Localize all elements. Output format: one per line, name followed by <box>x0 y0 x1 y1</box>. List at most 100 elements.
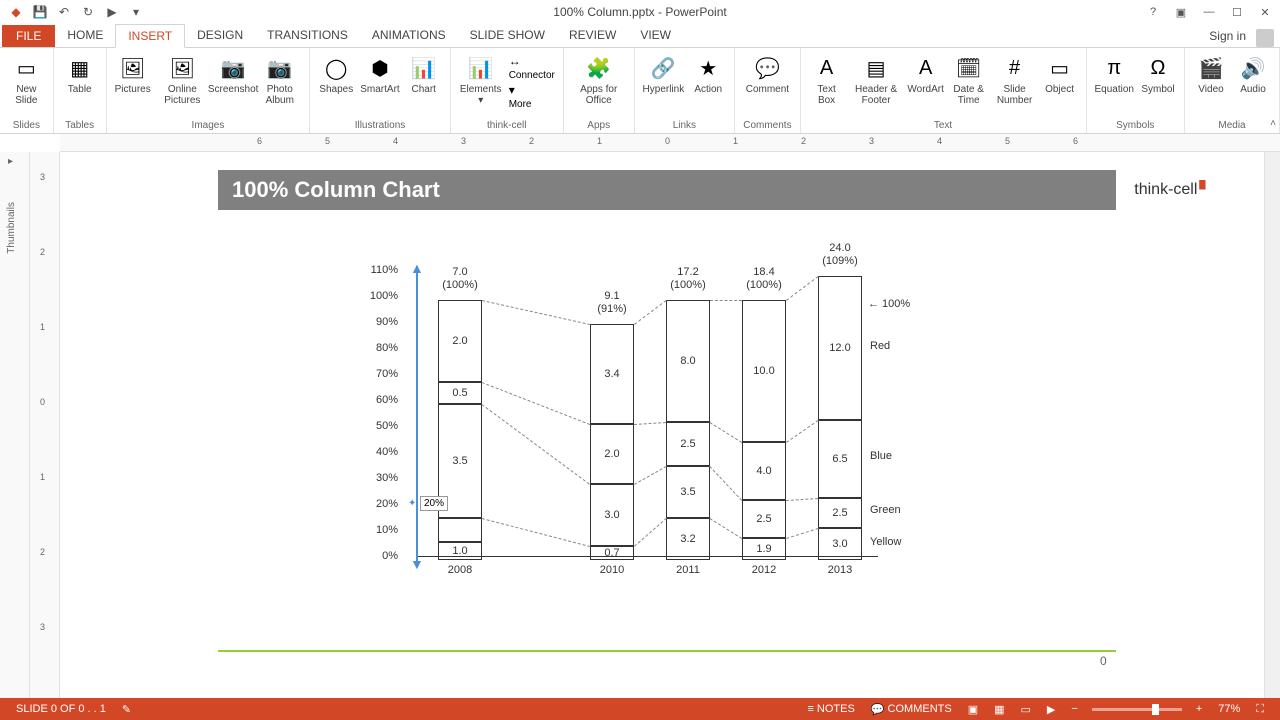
chart-segment[interactable]: 3.4 <box>590 324 634 424</box>
zoom-slider[interactable] <box>1092 708 1182 711</box>
shapes-button[interactable]: ◯Shapes <box>318 54 354 95</box>
save-icon[interactable]: 💾 <box>30 2 50 22</box>
chart-segment[interactable]: 12.0 <box>818 276 862 420</box>
symbol-button[interactable]: ΩSymbol <box>1140 54 1176 95</box>
screenshot-button[interactable]: 📷Screenshot <box>214 54 252 95</box>
close-icon[interactable]: ✕ <box>1254 3 1276 21</box>
chart-segment[interactable]: 6.5 <box>818 420 862 498</box>
axis-handle-line[interactable] <box>416 266 418 564</box>
chart-segment[interactable]: 4.0 <box>742 442 786 500</box>
slide[interactable]: 100% Column Chart think-cell▘ 110%100%90… <box>218 170 1116 660</box>
chart-segment[interactable]: 2.5 <box>818 498 862 528</box>
powerpoint-icon[interactable]: ◆ <box>6 2 26 22</box>
chart-connector-line <box>786 528 818 539</box>
help-icon[interactable]: ? <box>1142 3 1164 21</box>
chart[interactable]: 110%100%90%80%70%60%50%40%30%20%10%0%▲▼1… <box>358 270 1078 630</box>
slide-indicator[interactable]: SLIDE 0 OF 0 . . 1 <box>8 703 114 715</box>
tab-view[interactable]: VIEW <box>628 24 683 47</box>
axis-handle-top-icon[interactable]: ▲ <box>410 260 424 276</box>
chart-segment[interactable]: 3.0 <box>590 484 634 546</box>
ritem-label: Object <box>1045 84 1074 95</box>
text-box-icon: A <box>813 54 841 82</box>
zoom-level[interactable]: 77% <box>1210 703 1248 715</box>
slideshow-view-icon[interactable]: ▶ <box>1039 703 1063 716</box>
zoom-out-icon[interactable]: − <box>1063 703 1085 715</box>
pictures-button[interactable]: 🖼Pictures <box>115 54 151 95</box>
y-axis-tick-label: 100% <box>358 290 398 302</box>
reading-view-icon[interactable]: ▭ <box>1013 703 1039 716</box>
ribbon-group-label: Comments <box>743 120 791 133</box>
ribbon-group-label: Slides <box>13 120 40 133</box>
file-tab[interactable]: FILE <box>2 25 55 47</box>
online-pictures-button[interactable]: 🖼Online Pictures <box>157 54 208 106</box>
chart-connector-line <box>634 518 667 547</box>
chart-segment[interactable]: 0.7 <box>590 546 634 560</box>
chart-button[interactable]: 📊Chart <box>406 54 442 95</box>
elements-button[interactable]: 📊Elements ▾ <box>459 54 503 106</box>
wordart-button[interactable]: AWordArt <box>908 54 944 95</box>
tab-slide-show[interactable]: SLIDE SHOW <box>458 24 557 47</box>
window-controls: ? ▣ — ☐ ✕ <box>1142 3 1276 21</box>
chart-segment[interactable]: 10.0 <box>742 300 786 442</box>
equation-button[interactable]: πEquation <box>1095 54 1134 95</box>
comment-button[interactable]: 💬Comment <box>746 54 789 95</box>
more-button[interactable]: ▾More <box>509 83 555 110</box>
redo-icon[interactable]: ↻ <box>78 2 98 22</box>
ribbon-display-icon[interactable]: ▣ <box>1170 3 1192 21</box>
connector-button[interactable]: ↔Connector <box>509 54 555 81</box>
chart-segment[interactable] <box>438 518 482 542</box>
vertical-scrollbar[interactable] <box>1264 152 1280 698</box>
chart-segment[interactable]: 2.5 <box>666 422 710 466</box>
chart-segment[interactable]: 2.0 <box>438 300 482 382</box>
comments-button[interactable]: 💬 COMMENTS <box>863 703 960 716</box>
text-box-button[interactable]: AText Box <box>809 54 845 106</box>
sign-in-link[interactable]: Sign in <box>1205 25 1250 47</box>
tab-transitions[interactable]: TRANSITIONS <box>255 24 360 47</box>
tab-review[interactable]: REVIEW <box>557 24 628 47</box>
chart-segment[interactable]: 8.0 <box>666 300 710 422</box>
chart-segment[interactable]: 3.2 <box>666 518 710 560</box>
ritem-label: Date & Time <box>950 84 988 106</box>
minimize-icon[interactable]: — <box>1198 3 1220 21</box>
tab-insert[interactable]: INSERT <box>115 24 185 48</box>
zoom-slider-thumb[interactable] <box>1152 704 1159 715</box>
collapse-ribbon-icon[interactable]: ˄ <box>1270 118 1276 129</box>
zoom-in-icon[interactable]: + <box>1188 703 1210 715</box>
chart-segment[interactable]: 2.5 <box>742 500 786 538</box>
action-button[interactable]: ★Action <box>690 54 726 95</box>
fit-to-window-icon[interactable]: ⛶ <box>1248 703 1272 716</box>
video-button[interactable]: 🎬Video <box>1193 54 1229 95</box>
smartart-button[interactable]: ⬢SmartArt <box>360 54 399 95</box>
tab-home[interactable]: HOME <box>55 24 115 47</box>
normal-view-icon[interactable]: ▣ <box>960 703 986 716</box>
spell-check-icon[interactable]: ✎ <box>114 703 139 716</box>
chart-segment[interactable]: 2.0 <box>590 424 634 484</box>
thumbnails-pane[interactable]: ▸ Thumbnails <box>0 152 30 698</box>
axis-drag-handle-icon[interactable]: ✦ <box>408 498 416 509</box>
date-time-button[interactable]: 🗓Date & Time <box>950 54 988 106</box>
maximize-icon[interactable]: ☐ <box>1226 3 1248 21</box>
apps-for-office-button[interactable]: 🧩Apps for Office <box>572 54 626 106</box>
audio-button[interactable]: 🔊Audio <box>1235 54 1271 95</box>
chart-connector-line <box>709 422 742 443</box>
notes-button[interactable]: ≡ NOTES <box>800 703 863 715</box>
object-button[interactable]: ▭Object <box>1042 54 1078 95</box>
axis-handle-bottom-icon[interactable]: ▼ <box>410 556 424 572</box>
photo-album-button[interactable]: 📷Photo Album <box>258 54 301 106</box>
chart-segment[interactable]: 0.5 <box>438 382 482 404</box>
table-button[interactable]: ▦Table <box>62 54 98 95</box>
slide-sorter-icon[interactable]: ▦ <box>986 703 1012 716</box>
slide-number-button[interactable]: #Slide Number <box>994 54 1036 106</box>
tab-animations[interactable]: ANIMATIONS <box>360 24 458 47</box>
chart-segment[interactable]: 3.5 <box>666 466 710 518</box>
start-from-beginning-icon[interactable]: ▶ <box>102 2 122 22</box>
qat-customize-icon[interactable]: ▾ <box>126 2 146 22</box>
new-slide-button[interactable]: ▭New Slide <box>8 54 45 106</box>
undo-icon[interactable]: ↶ <box>54 2 74 22</box>
hyperlink-button[interactable]: 🔗Hyperlink <box>643 54 685 95</box>
avatar[interactable] <box>1256 29 1274 47</box>
expand-thumbnails-icon[interactable]: ▸ <box>8 156 13 167</box>
header-footer-button[interactable]: ▤Header & Footer <box>851 54 902 106</box>
chart-segment[interactable]: 1.0 <box>438 542 482 560</box>
tab-design[interactable]: DESIGN <box>185 24 255 47</box>
